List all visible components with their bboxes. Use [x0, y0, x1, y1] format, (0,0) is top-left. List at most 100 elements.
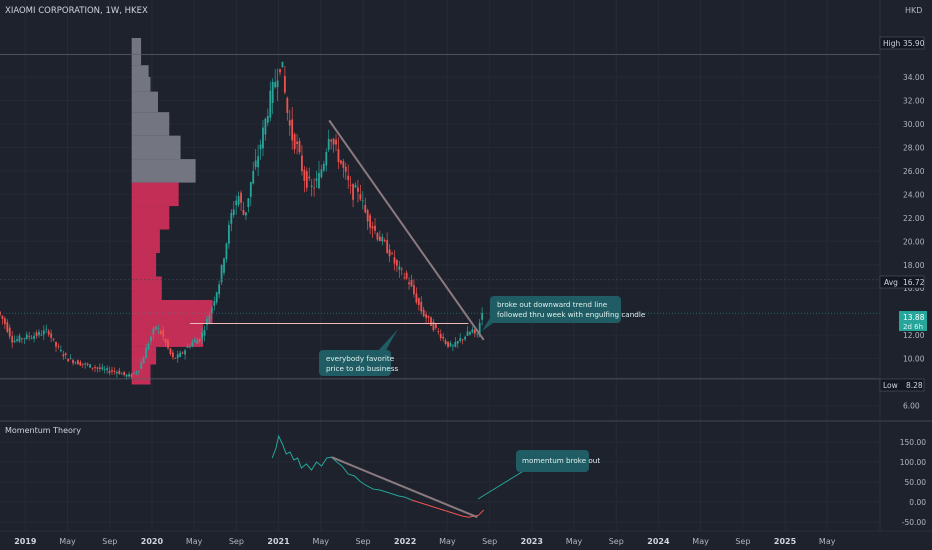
candle-body	[157, 327, 160, 329]
candle-body	[315, 178, 318, 181]
candle-body	[393, 257, 396, 264]
candle-body	[374, 225, 376, 231]
candle-body	[369, 215, 372, 228]
candle-body	[162, 330, 165, 337]
candle-body	[55, 341, 57, 347]
candle-body	[103, 369, 106, 371]
candle-body	[98, 367, 101, 369]
candle-body	[413, 285, 415, 295]
candle-body	[274, 82, 277, 88]
candle-body	[191, 342, 194, 347]
candle-body	[354, 185, 357, 188]
candle-body	[279, 69, 281, 73]
last-price-value: 13.88	[903, 313, 925, 322]
price-axis[interactable]: 34.00 32.00 30.00 28.00 26.00 24.00 22.00 20.00…	[903, 73, 925, 411]
price-tick-label: 6.00	[903, 402, 920, 411]
candle-body	[415, 293, 418, 303]
candle-body	[16, 339, 18, 341]
candle-body	[383, 240, 386, 242]
candle-body	[154, 326, 157, 330]
time-axis[interactable]: 2019 May Sep 2020 May Sep 2021 May Sep 2022 May Sep…	[14, 537, 836, 546]
candle-body	[461, 339, 464, 341]
candle-body	[327, 139, 330, 150]
candle-body	[94, 367, 96, 369]
candle-body	[313, 187, 316, 189]
candle-body	[118, 370, 121, 375]
candle-body	[266, 116, 269, 123]
candle-body	[215, 292, 218, 303]
candle-body	[179, 352, 182, 357]
candle-body	[64, 353, 67, 356]
candle-body	[469, 332, 471, 335]
candle-body	[330, 139, 333, 142]
candle-body	[242, 210, 245, 215]
time-tick-label: May	[312, 537, 329, 546]
candle-body	[169, 348, 172, 354]
candle-body	[40, 334, 43, 336]
candle-body	[77, 360, 79, 365]
candle-body	[476, 333, 479, 335]
candle-body	[50, 333, 53, 338]
time-tick-label: Sep	[609, 537, 624, 546]
candle-body	[398, 266, 401, 270]
candle-body	[47, 330, 50, 335]
candle-body	[176, 354, 179, 359]
momentum-callout[interactable]: momentum broke out	[477, 450, 600, 500]
time-tick-label: May	[566, 537, 583, 546]
candle-body	[25, 334, 28, 339]
candle-body	[52, 338, 55, 340]
candle-body	[23, 338, 26, 339]
drawing-lines	[0, 54, 880, 380]
candle-body	[142, 357, 145, 364]
price-tick-label: 20.00	[903, 237, 925, 246]
price-tick-label: 10.00	[903, 355, 925, 364]
candle-body	[388, 249, 391, 257]
volume-profile	[131, 38, 213, 385]
candle-body	[11, 336, 14, 343]
candle-body	[125, 374, 128, 377]
candle-body	[223, 258, 225, 273]
momentum-tick-label: 50.00	[905, 478, 927, 487]
candle-body	[344, 167, 347, 172]
breakout-callout[interactable]: broke out downward trend line followed t…	[482, 296, 646, 331]
time-tick-label: Sep	[482, 537, 497, 546]
candle-body	[456, 341, 459, 344]
volume-profile-bar	[131, 53, 142, 66]
candle-body	[269, 90, 272, 118]
candle-body	[259, 144, 262, 150]
candle-body	[403, 277, 406, 279]
candle-body	[408, 282, 410, 285]
candle-body	[281, 61, 284, 68]
candle-body	[18, 335, 21, 342]
candle-body	[79, 361, 82, 366]
candle-body	[137, 370, 140, 372]
volume-profile-bar	[131, 112, 170, 136]
candle-body	[247, 198, 250, 207]
favorite-price-callout[interactable]: everybody favorite price to do business	[319, 329, 398, 376]
candle-body	[210, 307, 213, 314]
last-price-countdown: 2d 6h	[903, 323, 923, 331]
high-value: 35.90	[903, 39, 925, 48]
candle-body	[147, 343, 150, 350]
favorite-price-line2: price to do business	[326, 364, 398, 373]
candle-body	[86, 363, 89, 365]
candle-body	[3, 318, 6, 324]
candle-body	[301, 155, 303, 172]
time-tick-label: May	[59, 537, 76, 546]
candle-body	[286, 97, 289, 113]
candle-body	[264, 118, 267, 135]
time-tick-label: Sep	[735, 537, 750, 546]
time-tick-label: May	[439, 537, 456, 546]
volume-profile-bar	[131, 206, 170, 230]
price-tick-label: 34.00	[903, 73, 925, 82]
candle-body	[208, 315, 211, 324]
momentum-axis[interactable]: 150.00 100.00 50.00 0.00 -50.00	[900, 438, 926, 527]
candle-body	[91, 367, 94, 369]
candle-body	[459, 338, 462, 341]
indicator-name[interactable]: Momentum Theory	[5, 426, 81, 435]
candle-body	[145, 348, 147, 359]
candle-body	[400, 268, 403, 270]
candle-body	[106, 368, 109, 371]
candle-body	[21, 338, 23, 340]
